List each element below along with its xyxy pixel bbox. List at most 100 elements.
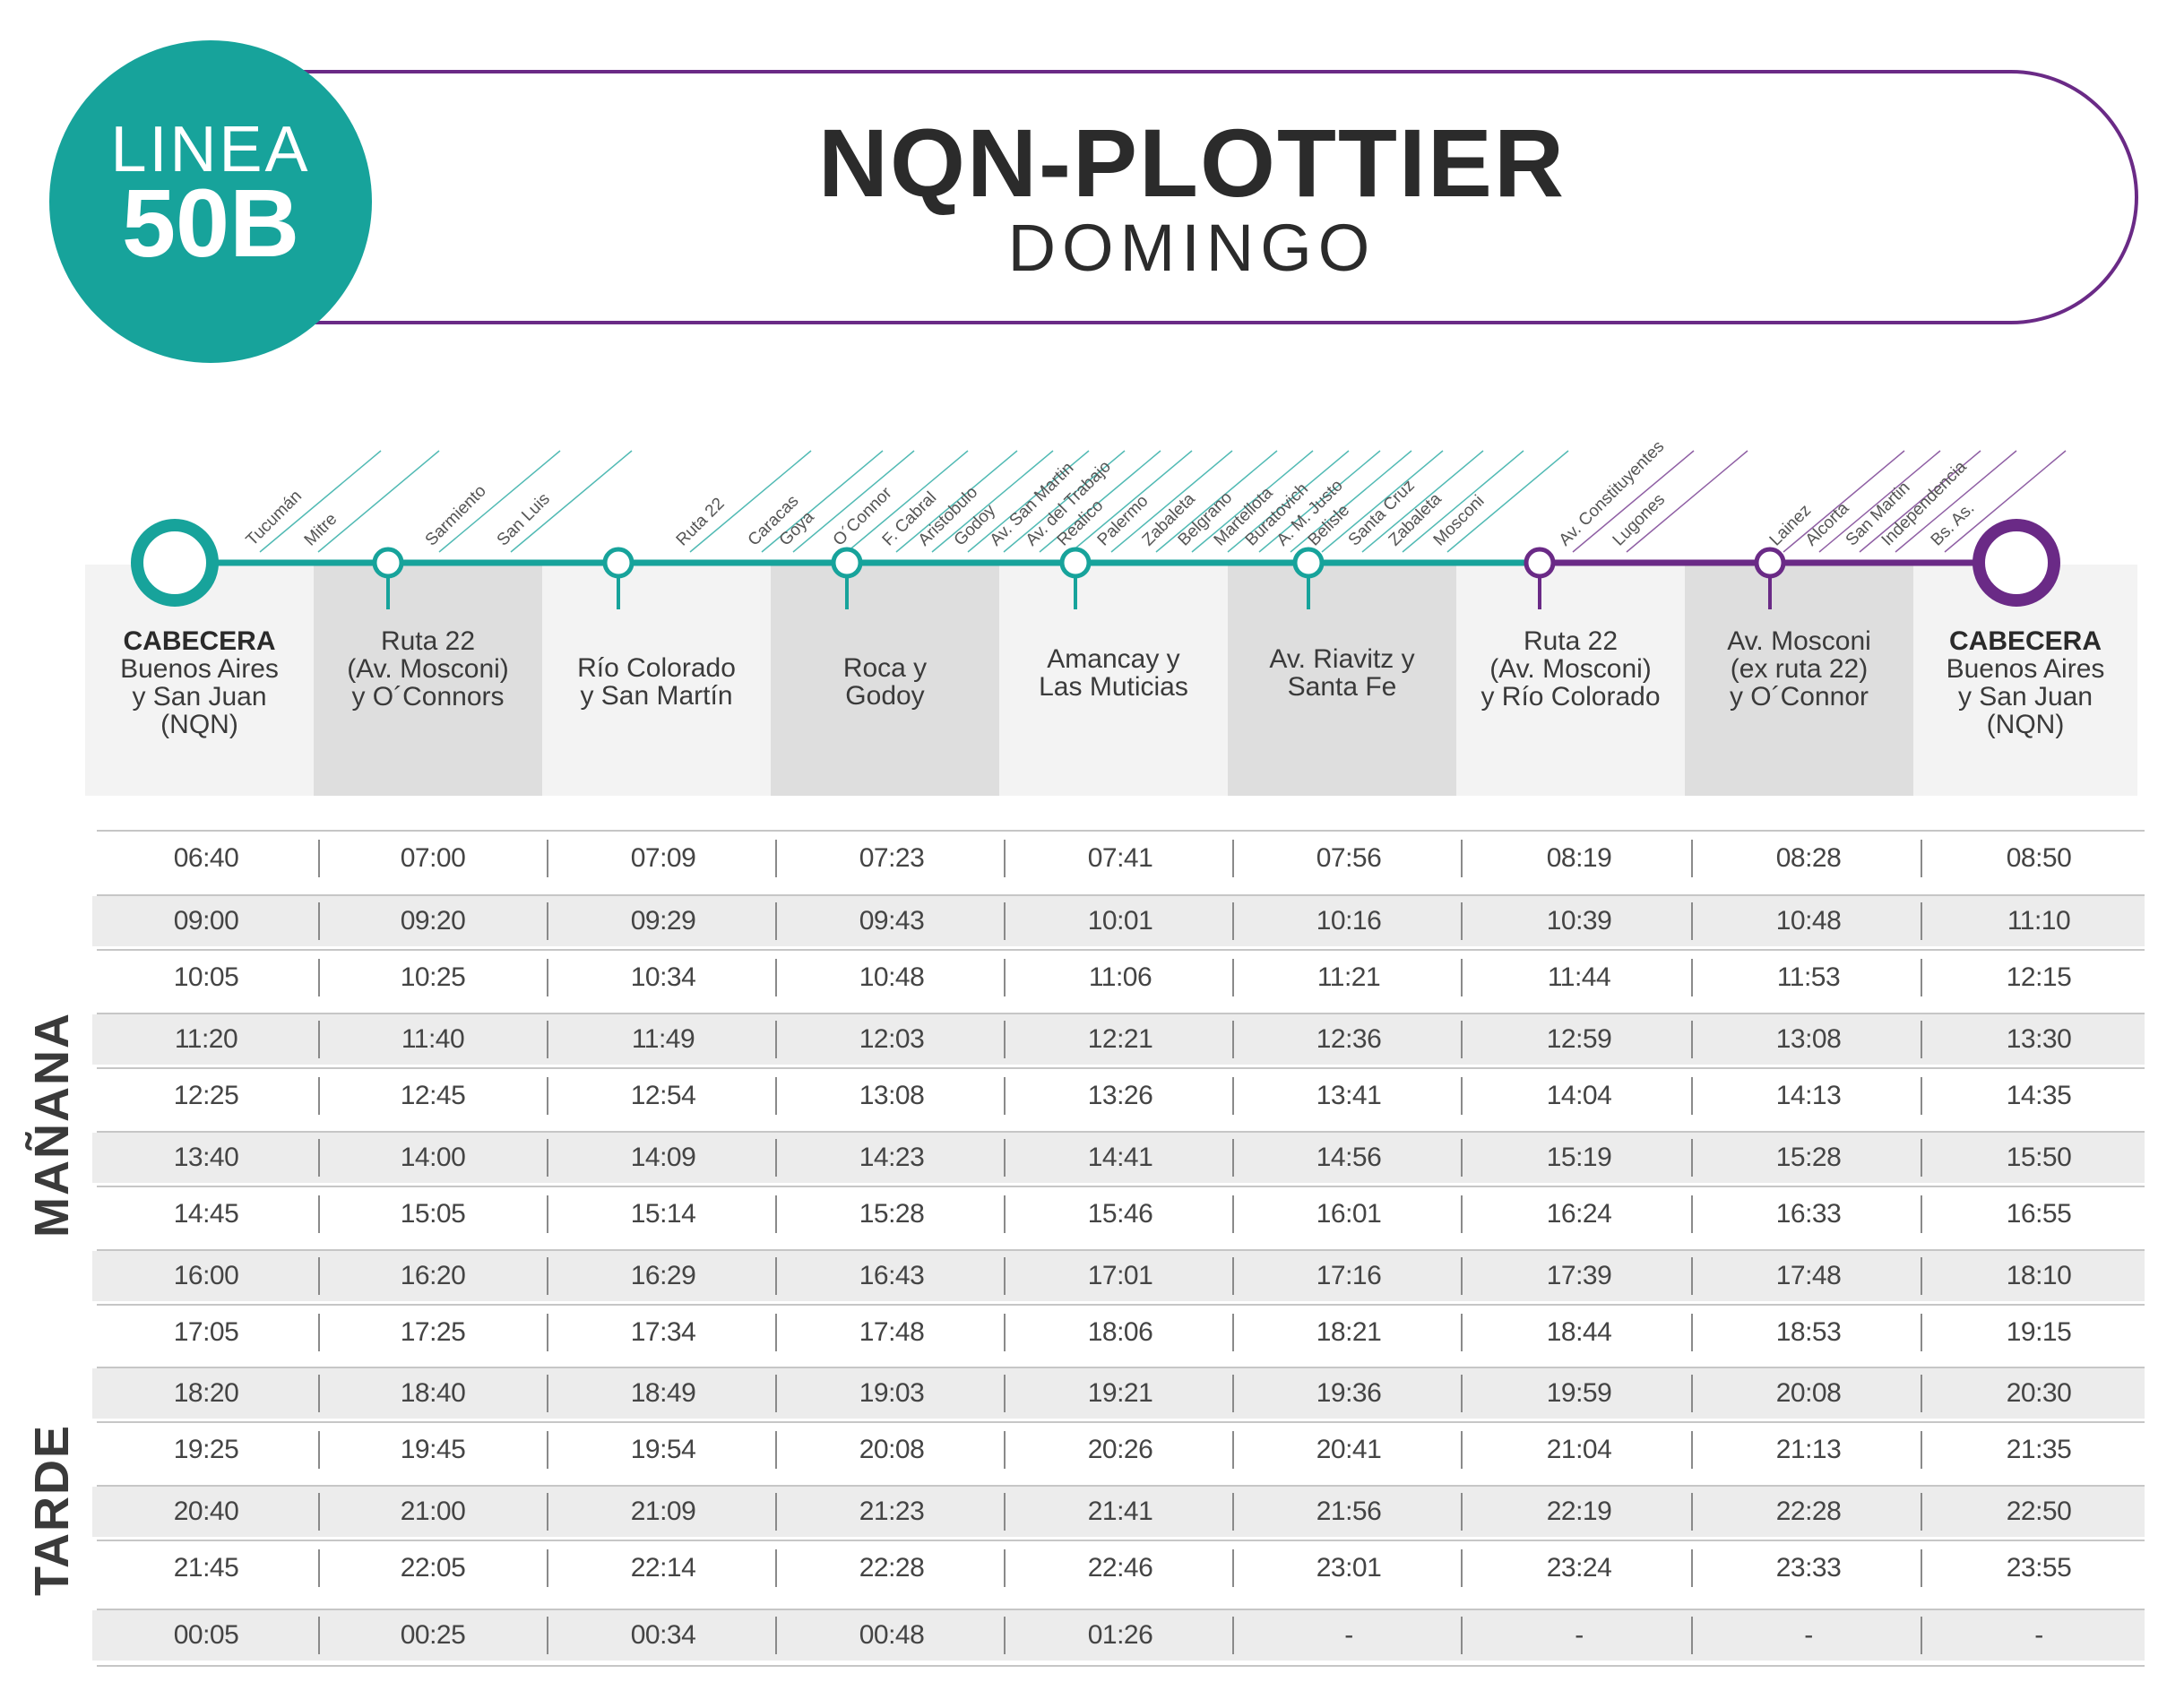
stop-name: Ruta 22 (Av. Mosconi) y Río Colorado (1480, 626, 1661, 712)
column-divider (1691, 1431, 1693, 1469)
time-cell: 17:48 (1775, 1261, 1842, 1290)
stop-name: Buenos Aires y San Juan (NQN) (120, 654, 279, 739)
stop-marker (1292, 547, 1325, 579)
stop-column: CABECERA Buenos Aires y San Juan (NQN) (1913, 565, 2137, 796)
time-cell: 17:16 (1316, 1261, 1382, 1290)
column-divider (1691, 1195, 1693, 1233)
time-cell: 11:21 (1316, 962, 1381, 992)
time-cell: 11:06 (1088, 962, 1152, 992)
column-divider (1232, 1375, 1234, 1412)
time-cell: 08:19 (1546, 843, 1612, 873)
time-cell: 07:09 (630, 843, 696, 873)
time-cell: 14:00 (400, 1143, 466, 1172)
column-divider (1461, 1375, 1463, 1412)
time-cell: 11:53 (1776, 962, 1841, 992)
terminal-label: CABECERA (123, 626, 276, 656)
time-cell: 11:40 (401, 1024, 465, 1054)
time-cell: 12:15 (2006, 962, 2072, 992)
street-diagonal (1227, 450, 1350, 553)
stop-marker (1524, 547, 1556, 579)
street-diagonal (1859, 450, 1981, 553)
time-cell: 12:45 (400, 1081, 466, 1110)
line-badge: LINEA 50B (49, 40, 372, 363)
time-cell: 21:41 (1087, 1497, 1153, 1526)
column-divider (775, 1617, 777, 1654)
column-divider (775, 1431, 777, 1469)
column-divider (775, 1493, 777, 1531)
stop-label: CABECERA Buenos Aires y San Juan (NQN) (85, 627, 314, 738)
street-diagonal (931, 450, 1054, 553)
time-cell: 16:00 (173, 1261, 239, 1290)
column-divider (1921, 902, 1922, 940)
column-divider (1232, 1257, 1234, 1295)
column-divider (547, 1493, 548, 1531)
time-cell: 13:08 (1775, 1024, 1842, 1054)
terminal-label: CABECERA (1948, 626, 2102, 656)
stop-label: Río Colorado y San Martín (542, 654, 771, 710)
time-cell: 10:48 (859, 962, 925, 992)
time-cell: 07:41 (1087, 843, 1153, 873)
column-divider (1921, 1549, 1922, 1587)
time-cell: 19:59 (1546, 1378, 1612, 1408)
time-cell: 16:01 (1316, 1199, 1382, 1229)
column-divider (547, 1077, 548, 1115)
time-cell: 15:46 (1087, 1199, 1153, 1229)
column-divider (318, 840, 320, 877)
street-diagonal (1039, 450, 1161, 553)
stop-column: Roca y Godoy (771, 565, 999, 796)
stop-name: Av. Riavitz y Santa Fe (1269, 644, 1415, 702)
street-diagonal (761, 450, 884, 553)
stop-label: CABECERA Buenos Aires y San Juan (NQN) (1913, 627, 2137, 738)
column-divider (775, 1314, 777, 1351)
column-divider (775, 1195, 777, 1233)
time-cell: 14:04 (1546, 1081, 1612, 1110)
stop-label: Ruta 22 (Av. Mosconi) y Río Colorado (1456, 627, 1685, 711)
street-diagonal (1290, 450, 1412, 553)
time-cell: 15:50 (2006, 1143, 2072, 1172)
time-cell: 12:25 (173, 1081, 239, 1110)
time-cell: 15:14 (630, 1199, 696, 1229)
street-diagonal (1626, 450, 1748, 553)
column-divider (547, 1431, 548, 1469)
column-divider (1461, 902, 1463, 940)
column-divider (1004, 902, 1006, 940)
time-cell: 22:28 (859, 1553, 925, 1583)
time-cell: 12:21 (1087, 1024, 1153, 1054)
time-cell: 08:50 (2006, 843, 2072, 873)
column-divider (1691, 1617, 1693, 1654)
column-divider (1004, 840, 1006, 877)
table-row (92, 1610, 2145, 1661)
stop-marker (1059, 547, 1092, 579)
time-cell: 21:09 (630, 1497, 696, 1526)
table-row (92, 1368, 2145, 1419)
column-divider (1004, 1375, 1006, 1412)
time-cell: 00:05 (173, 1620, 239, 1650)
line-prefix: LINEA (110, 114, 311, 185)
column-divider (1921, 1431, 1922, 1469)
column-divider (318, 1431, 320, 1469)
stop-label: Av. Mosconi (ex ruta 22) y O´Connor (1685, 627, 1913, 711)
stop-name: Roca y Godoy (842, 653, 928, 711)
column-divider (1461, 840, 1463, 877)
time-cell: 13:40 (173, 1143, 239, 1172)
street-diagonal (1572, 450, 1695, 553)
column-divider (547, 1257, 548, 1295)
column-divider (1232, 1077, 1234, 1115)
row-divider (97, 1304, 2145, 1306)
column-divider (1921, 1314, 1922, 1351)
column-divider (547, 1195, 548, 1233)
time-cell: 18:53 (1775, 1317, 1842, 1347)
street-diagonal (895, 450, 1018, 553)
street-diagonal (510, 450, 633, 553)
street-diagonal (792, 450, 915, 553)
column-divider (547, 1314, 548, 1351)
column-divider (318, 1139, 320, 1177)
time-cell: 21:45 (173, 1553, 239, 1583)
street-label: Mitre (301, 510, 341, 550)
column-divider (1461, 1139, 1463, 1177)
time-cell: 17:48 (859, 1317, 925, 1347)
column-divider (318, 1314, 320, 1351)
column-divider (1232, 1195, 1234, 1233)
street-diagonal (1321, 450, 1444, 553)
row-divider (97, 1421, 2145, 1423)
